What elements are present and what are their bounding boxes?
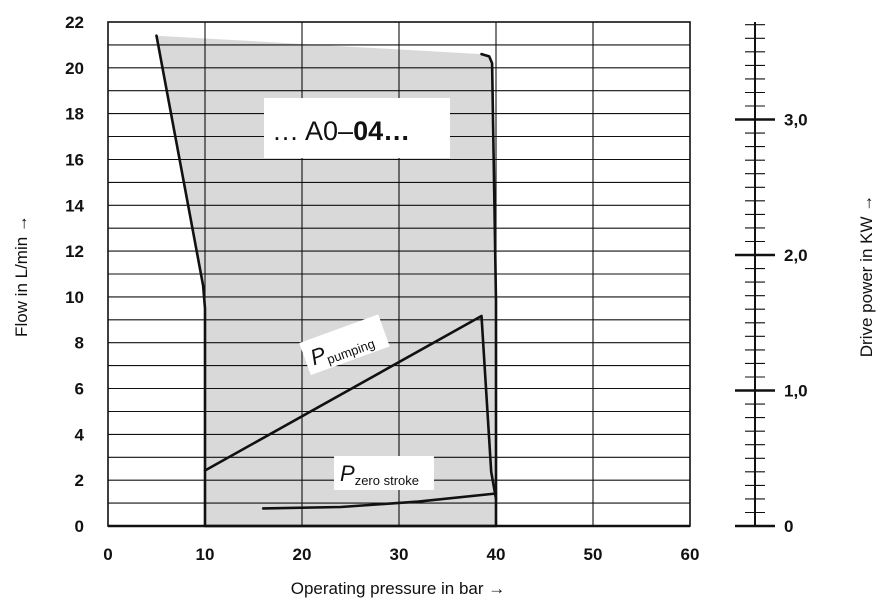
y-tick-label: 20 (65, 59, 84, 78)
x-tick-label: 60 (681, 545, 700, 564)
y-axis-label: Flow in L/min → (12, 215, 31, 337)
y-tick-label: 18 (65, 105, 84, 124)
flow-envelope-line (155, 34, 498, 528)
model-label-box: … A0–04… (264, 98, 450, 158)
annotation-p-zero-stroke-main: P (340, 461, 355, 486)
y-tick-label: 22 (65, 13, 84, 32)
y2-tick-label: 2,0 (784, 246, 808, 265)
p-zero-stroke-line (261, 492, 498, 510)
y2-axis-label: Drive power in KW → (857, 195, 876, 357)
model-label-prefix: … A0– (272, 116, 353, 146)
y-tick-label: 0 (75, 517, 84, 536)
p-pumping-line (203, 314, 498, 501)
x-tick-label: 50 (584, 545, 603, 564)
y-tick-label: 4 (75, 425, 85, 444)
y-tick-label: 2 (75, 471, 84, 490)
annotation-p-zero-stroke: Pzero stroke (334, 456, 434, 490)
y-tick-label: 16 (65, 151, 84, 170)
x-tick-label: 20 (293, 545, 312, 564)
annotation-p-zero-stroke-sub: zero stroke (355, 473, 419, 488)
y-tick-label: 14 (65, 196, 84, 215)
x-tick-label: 0 (103, 545, 112, 564)
y2-tick-label: 0 (784, 517, 793, 536)
annotation-p-zero-stroke-text: Pzero stroke (340, 461, 419, 488)
y-tick-label: 10 (65, 288, 84, 307)
model-label-background (264, 98, 450, 158)
y-tick-label: 12 (65, 242, 84, 261)
y-tick-label: 6 (75, 380, 84, 399)
model-label-bold: 04… (353, 116, 410, 146)
x-tick-label: 30 (390, 545, 409, 564)
tick-layer: 0 10 20 30 40 50 60 0 2 4 6 8 10 12 14 16 18 20 22 0 1,0 2,0 3… (65, 13, 808, 564)
curve-layer (155, 34, 498, 528)
flow-envelope-area (156, 35, 496, 526)
x-tick-label: 40 (487, 545, 506, 564)
y-tick-label: 8 (75, 334, 84, 353)
fill-layer (156, 35, 496, 526)
x-axis-label: Operating pressure in bar → (291, 579, 506, 598)
model-label: … A0–04… (272, 116, 410, 146)
annotation-p-zero-stroke-background (334, 456, 434, 490)
annotation-p-pumping-background (299, 314, 390, 376)
y2-tick-label: 3,0 (784, 111, 808, 130)
y2-tick-label: 1,0 (784, 382, 808, 401)
x-tick-label: 10 (196, 545, 215, 564)
